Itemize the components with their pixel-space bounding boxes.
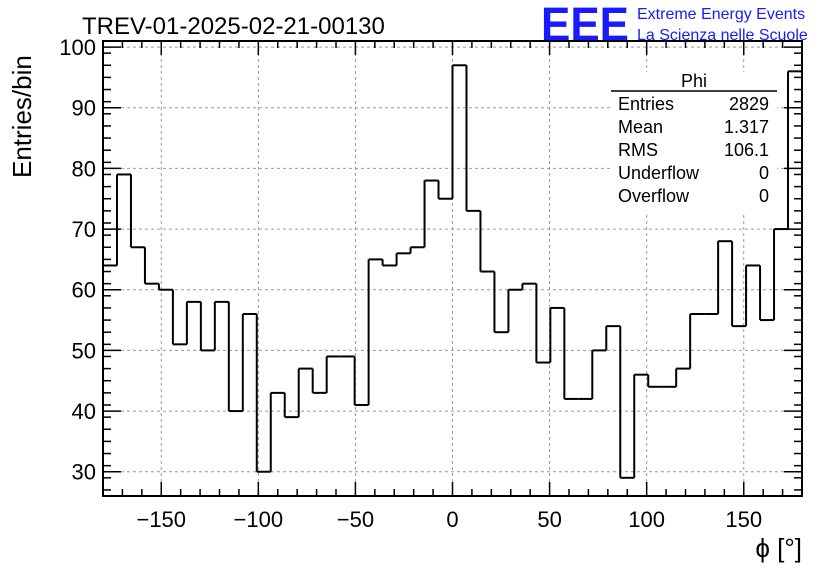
histogram-bin [480, 270, 496, 333]
histogram-bin [424, 179, 440, 199]
histogram-bin [746, 264, 762, 321]
histogram-bin [214, 300, 230, 412]
histogram-bin [228, 314, 244, 413]
histogram-bin [116, 173, 132, 248]
x-tick-label: 150 [725, 507, 762, 532]
y-tick-label: 70 [72, 217, 96, 242]
histogram-bin [130, 246, 146, 284]
histogram-bin [144, 282, 160, 290]
histogram-bin [284, 368, 300, 419]
histogram-bin [522, 282, 538, 363]
histogram-bin [438, 65, 454, 200]
histogram-bin [508, 283, 524, 291]
histogram-bin [606, 325, 622, 478]
stats-value-mean: 1.317 [724, 117, 769, 137]
histogram-bin [270, 391, 286, 418]
y-tick-label: 50 [72, 338, 96, 363]
eee-logo: EEE Extreme Energy Events La Scienza nel… [541, 0, 808, 52]
histogram-bin [536, 307, 552, 364]
stats-value-underflow: 0 [759, 163, 769, 183]
histogram-bin [256, 392, 272, 473]
x-tick-label: −50 [337, 507, 374, 532]
histogram-series [103, 64, 802, 479]
stats-box: Phi Entries 2829 Mean 1.317 RMS 106.1 Un… [611, 71, 777, 212]
histogram-bin [410, 180, 426, 249]
histogram-bin [732, 265, 748, 328]
histogram-bin [718, 240, 734, 327]
histogram-bin [396, 247, 412, 255]
x-tick-label: 100 [628, 507, 665, 532]
eee-logo-line1: Extreme Energy Events [637, 6, 805, 23]
stats-label-underflow: Underflow [618, 163, 700, 183]
y-tick-label: 30 [72, 460, 96, 485]
histogram-bin [550, 306, 566, 399]
eee-logo-line2: La Scienza nelle Scuole [637, 27, 808, 44]
y-tick-label: 40 [72, 399, 96, 424]
histogram-bin [676, 314, 692, 370]
x-tick-label: 0 [446, 507, 458, 532]
histogram-bin [466, 209, 482, 272]
y-tick-label: 60 [72, 278, 96, 303]
x-axis-label: ϕ [°] [755, 533, 802, 563]
histogram-bin [158, 288, 174, 345]
histogram-bin [382, 253, 398, 267]
stats-label-entries: Entries [618, 94, 674, 114]
x-tick-label: −150 [136, 507, 186, 532]
histogram-bin [494, 289, 510, 334]
y-axis-ticks: 30 40 50 60 70 80 90 100 [59, 35, 802, 491]
histogram-bin [354, 259, 370, 406]
x-tick-label: 50 [537, 507, 561, 532]
histogram-bin [298, 367, 314, 393]
stats-box-background [611, 72, 777, 212]
histogram-bin [760, 229, 776, 322]
y-tick-label: 80 [72, 156, 96, 181]
histogram-bin [634, 373, 650, 387]
y-tick-label: 100 [59, 35, 96, 60]
chart-title: TREV-01-2025-02-21-00130 [82, 13, 385, 40]
stats-value-entries: 2829 [729, 94, 769, 114]
histogram-bin [620, 374, 636, 479]
eee-logo-text: EEE [541, 0, 629, 52]
y-tick-label: 90 [72, 96, 96, 121]
histogram-bin [312, 356, 328, 394]
histogram-bin [103, 174, 118, 267]
histogram-bin [242, 313, 258, 472]
histogram-bin [172, 301, 188, 346]
histogram-bin [662, 368, 678, 388]
histogram-bin [340, 355, 356, 405]
histogram-bin [186, 300, 202, 351]
y-axis-label: Entries/bin [7, 55, 37, 178]
histogram-bin [368, 258, 384, 266]
stats-box-title: Phi [681, 71, 707, 91]
stats-label-rms: RMS [618, 140, 658, 160]
histogram-bin [452, 64, 468, 211]
histogram-bin [200, 301, 216, 352]
stats-label-overflow: Overflow [618, 186, 690, 206]
histogram-bin [578, 350, 594, 400]
x-axis-ticks: −150 −100 −50 0 50 100 150 [102, 41, 803, 532]
x-tick-label: −100 [234, 507, 284, 532]
stats-value-overflow: 0 [759, 186, 769, 206]
stats-value-rms: 106.1 [724, 140, 769, 160]
histogram-bin [592, 326, 608, 352]
histogram-bin [704, 241, 720, 315]
stats-label-mean: Mean [618, 117, 663, 137]
